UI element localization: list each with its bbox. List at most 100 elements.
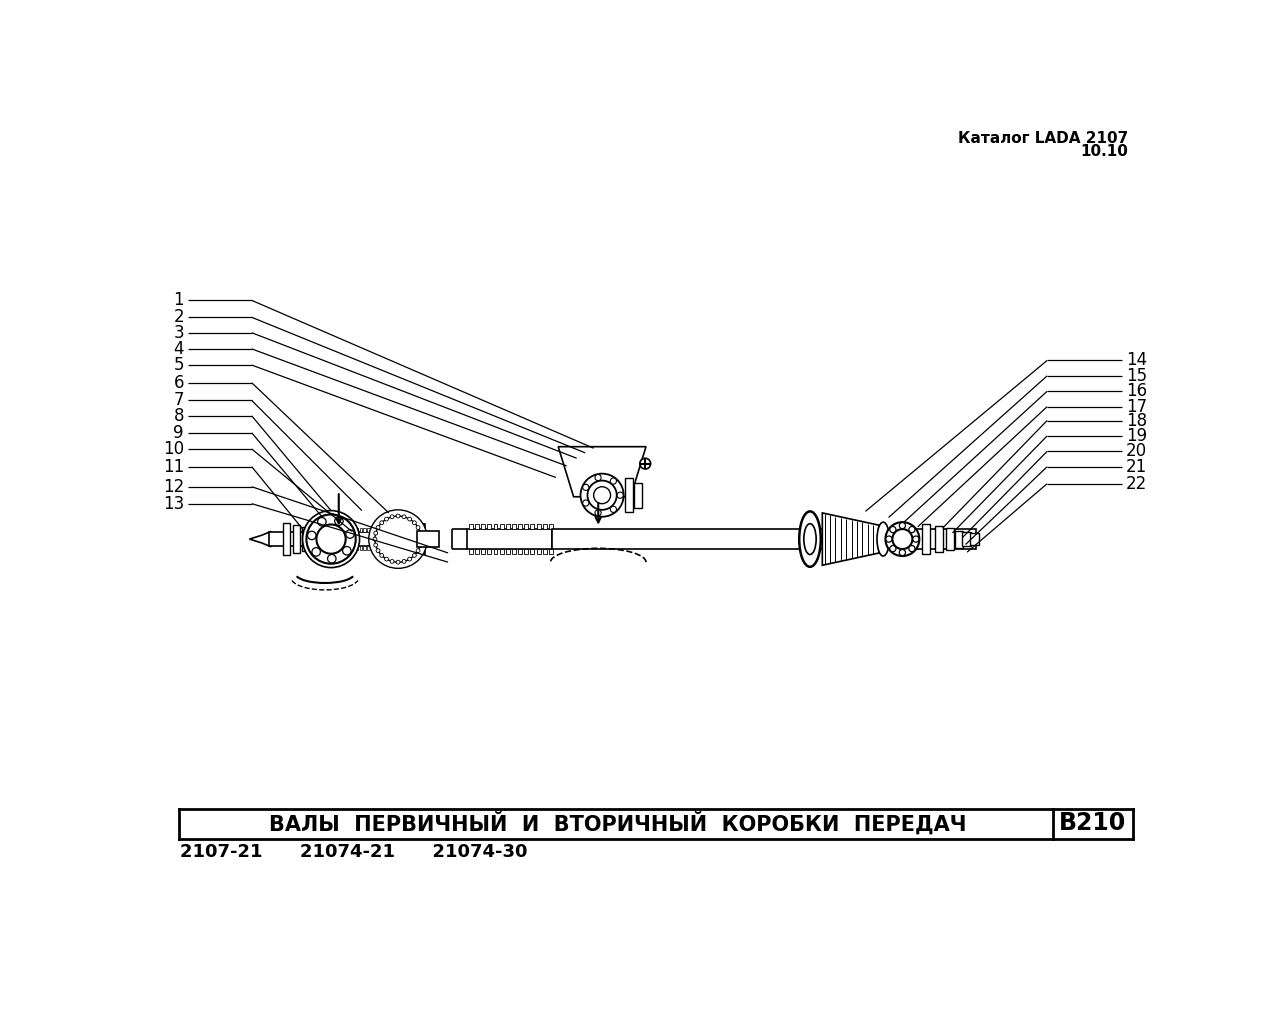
Bar [314, 546, 316, 550]
Circle shape [909, 545, 915, 551]
Circle shape [380, 521, 384, 525]
Bar [963, 532, 972, 546]
Bar [468, 525, 472, 529]
Bar [635, 483, 643, 507]
Bar [371, 546, 374, 550]
Circle shape [369, 509, 428, 569]
Text: Каталог LADA 2107: Каталог LADA 2107 [957, 131, 1128, 146]
Bar [283, 523, 291, 555]
Bar [481, 549, 485, 553]
Circle shape [886, 536, 892, 542]
Text: 10: 10 [163, 440, 184, 458]
Circle shape [588, 481, 617, 509]
Bar [360, 546, 362, 550]
Text: 14: 14 [1125, 351, 1147, 370]
Bar [549, 525, 553, 529]
Circle shape [886, 522, 919, 556]
Circle shape [617, 492, 623, 498]
Circle shape [412, 521, 416, 525]
Circle shape [307, 531, 316, 540]
Circle shape [407, 518, 412, 521]
Bar [340, 528, 343, 532]
Text: 9: 9 [174, 424, 184, 442]
Polygon shape [558, 447, 646, 497]
Text: 21: 21 [1125, 457, 1147, 476]
Bar [356, 546, 358, 550]
Bar [494, 549, 498, 553]
Bar [922, 524, 931, 554]
Bar [314, 528, 316, 532]
Bar [475, 549, 479, 553]
Circle shape [900, 523, 905, 529]
Circle shape [346, 530, 355, 538]
Bar [955, 531, 964, 547]
Bar [321, 528, 324, 532]
Bar [325, 528, 328, 532]
Circle shape [374, 543, 378, 547]
Bar [506, 549, 509, 553]
Bar [340, 546, 343, 550]
Text: 8: 8 [174, 407, 184, 425]
Bar [499, 525, 503, 529]
Text: 17: 17 [1125, 397, 1147, 416]
Bar [302, 527, 310, 551]
Bar [329, 528, 332, 532]
Bar [344, 528, 347, 532]
Bar [312, 532, 379, 546]
Circle shape [384, 518, 388, 521]
Circle shape [375, 516, 421, 563]
Text: 10.10: 10.10 [1080, 144, 1128, 159]
Circle shape [416, 526, 420, 530]
Bar [352, 528, 355, 532]
Bar [512, 525, 516, 529]
Bar [625, 478, 632, 513]
Bar [525, 525, 529, 529]
Bar [311, 528, 319, 550]
Bar [536, 549, 540, 553]
Text: ВАЛЫ  ПЕРВИЧНЫЙ  И  ВТОРИЧНЫЙ  КОРОБКИ  ПЕРЕДАЧ: ВАЛЫ ПЕРВИЧНЫЙ И ВТОРИЧНЫЙ КОРОБКИ ПЕРЕД… [269, 812, 966, 835]
Bar [293, 525, 301, 553]
Circle shape [302, 510, 360, 568]
Circle shape [374, 531, 378, 535]
Bar [325, 546, 328, 550]
Text: 5: 5 [174, 356, 184, 374]
Bar [934, 526, 943, 552]
Text: 4: 4 [174, 340, 184, 358]
Bar [317, 528, 320, 532]
Circle shape [390, 560, 394, 564]
Text: 18: 18 [1125, 411, 1147, 430]
Bar [371, 528, 374, 532]
Circle shape [419, 531, 422, 535]
Bar [468, 549, 472, 553]
Text: 1: 1 [173, 291, 184, 309]
Bar [946, 528, 954, 550]
Bar [494, 525, 498, 529]
Circle shape [582, 500, 589, 506]
Circle shape [390, 515, 394, 519]
Circle shape [384, 557, 388, 561]
Circle shape [890, 527, 896, 533]
Bar [375, 546, 378, 550]
Bar [344, 546, 347, 550]
Circle shape [420, 537, 424, 541]
Bar [360, 528, 362, 532]
Circle shape [892, 529, 913, 549]
Bar [379, 524, 425, 554]
Bar [512, 549, 516, 553]
Circle shape [611, 506, 617, 513]
Circle shape [376, 548, 380, 552]
Text: 3: 3 [173, 324, 184, 342]
Text: 13: 13 [163, 494, 184, 513]
Circle shape [909, 527, 915, 533]
Circle shape [412, 553, 416, 557]
Text: 20: 20 [1125, 442, 1147, 460]
Circle shape [317, 518, 326, 526]
Bar [499, 549, 503, 553]
Bar [329, 546, 332, 550]
Circle shape [334, 517, 343, 526]
Bar [321, 546, 324, 550]
Circle shape [582, 484, 589, 490]
Bar [536, 525, 540, 529]
Text: 2: 2 [173, 308, 184, 327]
Circle shape [640, 458, 650, 469]
